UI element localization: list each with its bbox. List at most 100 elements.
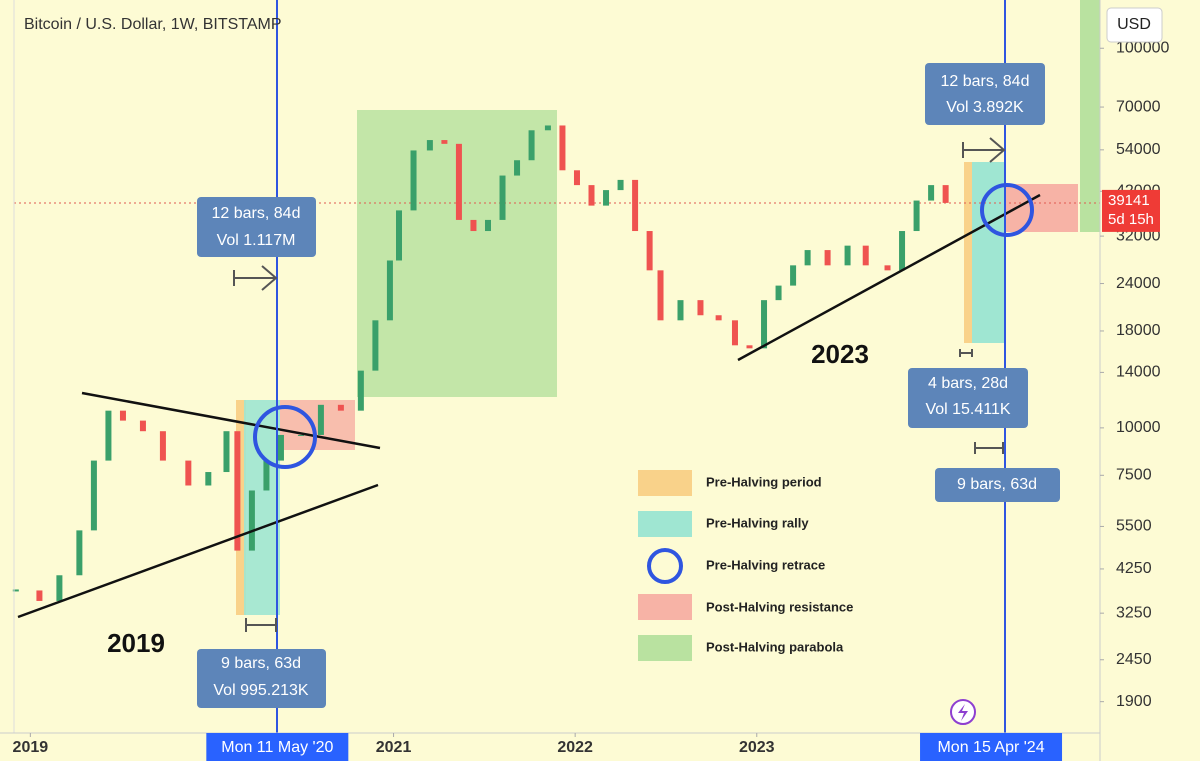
candle <box>470 219 477 232</box>
x-axis: 2019 2021 2022 2023 Mon 11 May '20 Mon 15 Apr… <box>13 733 1063 761</box>
y-tick-label: 10000 <box>1116 419 1161 436</box>
legend: Pre-Halving period Pre-Halving rally Pre… <box>638 470 853 661</box>
candle <box>804 250 811 266</box>
candle <box>715 315 722 321</box>
candle <box>514 160 521 176</box>
cycle-label: 2023 <box>811 339 869 369</box>
legend-label: Post-Halving resistance <box>706 599 853 614</box>
candle <box>884 265 891 271</box>
candle <box>12 589 19 592</box>
candle <box>386 260 393 321</box>
y-tick-label: 2450 <box>1116 651 1152 668</box>
range-arrow <box>962 137 1006 163</box>
date-marker-label: Mon 15 Apr '24 <box>937 739 1044 756</box>
retrace-circle <box>253 405 317 469</box>
candle <box>657 270 664 321</box>
candle <box>455 143 462 220</box>
parabola-zone <box>1080 0 1100 232</box>
legend-swatch <box>638 594 692 620</box>
range-bracket <box>245 618 277 632</box>
candle <box>646 231 653 271</box>
measure-boxes: 12 bars, 84d Vol 1.117M 9 bars, 63d Vol … <box>197 63 1060 708</box>
price-label: 39141 5d 15h <box>1102 189 1160 232</box>
y-tick-label: 24000 <box>1116 275 1161 292</box>
y-tick-label: 18000 <box>1116 322 1161 339</box>
y-tick-label: 3250 <box>1116 604 1152 621</box>
legend-label: Post-Halving parabola <box>706 639 844 654</box>
candle <box>928 185 935 201</box>
trend-line <box>81 391 381 450</box>
candle <box>790 265 797 286</box>
legend-swatch <box>638 470 692 496</box>
candle <box>824 250 831 266</box>
candle <box>248 490 255 551</box>
y-axis: 1900 2450 3250 4250 5500 7500 10000 14000 18000 2… <box>1100 39 1169 710</box>
candle <box>844 245 851 266</box>
price-label-box <box>1102 189 1160 232</box>
legend-label: Pre-Halving retrace <box>706 557 825 572</box>
candle <box>277 434 284 461</box>
candle <box>775 285 782 301</box>
candle <box>746 345 753 349</box>
currency-button[interactable] <box>1106 7 1163 43</box>
candle <box>697 300 704 316</box>
candle <box>617 179 624 191</box>
candle <box>913 200 920 232</box>
measure-box <box>908 368 1028 428</box>
candle <box>139 420 146 432</box>
candle <box>76 530 83 576</box>
y-tick-label: 7500 <box>1116 467 1152 484</box>
candle <box>426 140 433 151</box>
x-tick-label: 2022 <box>557 739 593 756</box>
measure-box <box>925 63 1045 125</box>
candle <box>603 190 610 206</box>
y-tick-label: 70000 <box>1116 98 1161 115</box>
range-bracket <box>974 442 1004 454</box>
candle <box>56 575 63 601</box>
candle <box>36 590 43 601</box>
candle <box>372 320 379 371</box>
measure-box <box>935 468 1060 502</box>
retrace-circle <box>980 183 1034 237</box>
price-label-value: 39141 <box>1108 192 1150 209</box>
trend-line <box>737 193 1041 362</box>
chart-title: Bitcoin / U.S. Dollar, 1W, BITSTAMP <box>24 16 282 33</box>
y-tick-label: 100000 <box>1116 39 1169 56</box>
measure-text: 9 bars, 63d <box>221 655 301 672</box>
candle <box>234 431 241 551</box>
measure-text: 9 bars, 63d <box>957 476 1037 493</box>
legend-swatch <box>638 511 692 537</box>
candle <box>632 179 639 232</box>
candle <box>185 460 192 486</box>
measure-text: 12 bars, 84d <box>212 205 301 222</box>
date-marker-box <box>920 733 1063 761</box>
candle <box>317 404 324 435</box>
candle <box>677 300 684 321</box>
y-tick-label: 5500 <box>1116 518 1152 535</box>
x-tick-label: 2019 <box>13 739 49 756</box>
candles <box>12 125 949 601</box>
legend-swatch <box>638 635 692 661</box>
legend-label: Pre-Halving period <box>706 474 822 489</box>
event-icon-bolt <box>958 704 968 721</box>
x-tick-label: 2023 <box>739 739 775 756</box>
price-label-countdown: 5d 15h <box>1108 211 1154 228</box>
candle <box>105 410 112 461</box>
y-tick-label: 1900 <box>1116 693 1152 710</box>
candle <box>159 431 166 461</box>
drawings <box>17 0 1041 733</box>
measure-text: Vol 995.213K <box>213 682 309 699</box>
candle <box>410 150 417 211</box>
measure-text: 4 bars, 28d <box>928 375 1008 392</box>
measure-box <box>197 197 316 257</box>
legend-label: Pre-Halving rally <box>706 515 809 530</box>
measure-text: Vol 3.892K <box>946 99 1024 116</box>
candle <box>396 210 403 261</box>
measure-text: Vol 1.117M <box>217 232 296 249</box>
candle <box>544 125 551 131</box>
candle <box>90 460 97 531</box>
candle <box>761 300 768 349</box>
candle <box>263 460 270 491</box>
candle <box>862 245 869 266</box>
